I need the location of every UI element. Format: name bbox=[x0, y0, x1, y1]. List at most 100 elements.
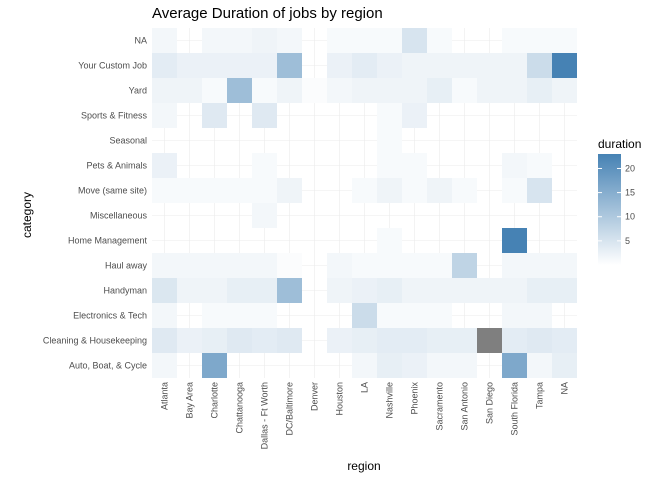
heatmap-cell bbox=[352, 78, 377, 103]
heatmap-cell bbox=[402, 78, 427, 103]
heatmap-cell bbox=[452, 78, 477, 103]
x-axis-title: region bbox=[347, 459, 380, 473]
heatmap-cell bbox=[227, 28, 252, 53]
heatmap-cell bbox=[252, 28, 277, 53]
heatmap-cell bbox=[202, 53, 227, 78]
heatmap-cell bbox=[527, 153, 552, 178]
heatmap-cell bbox=[527, 353, 552, 378]
heatmap-cell bbox=[552, 253, 577, 278]
heatmap-cell bbox=[177, 78, 202, 103]
heatmap-cell bbox=[352, 28, 377, 53]
heatmap-cell bbox=[252, 278, 277, 303]
heatmap-cell bbox=[552, 78, 577, 103]
heatmap-cell bbox=[152, 103, 177, 128]
y-tick-label: Cleaning & Housekeeping bbox=[43, 336, 147, 346]
heatmap-cell bbox=[252, 178, 277, 203]
heatmap-cell bbox=[427, 28, 452, 53]
heatmap-cell bbox=[152, 328, 177, 353]
heatmap-cell bbox=[502, 228, 527, 253]
color-legend: duration 5 10 15 20 bbox=[598, 137, 641, 265]
heatmap-cell bbox=[527, 78, 552, 103]
y-tick-label: Electronics & Tech bbox=[73, 311, 147, 321]
legend-tick-label: 10 bbox=[625, 212, 635, 222]
heatmap-cell bbox=[227, 53, 252, 78]
y-tick-label: Haul away bbox=[105, 261, 148, 271]
heatmap-cell bbox=[277, 53, 302, 78]
heatmap-cell bbox=[402, 253, 427, 278]
heatmap-cell bbox=[552, 328, 577, 353]
heatmap-cell bbox=[352, 328, 377, 353]
heatmap-cell bbox=[527, 28, 552, 53]
x-tick-label: San Diego bbox=[485, 382, 495, 424]
heatmap-cell bbox=[402, 153, 427, 178]
x-tick-label: Nashville bbox=[385, 382, 395, 419]
x-tick-label: Sacramento bbox=[435, 382, 445, 431]
heatmap-cell bbox=[427, 178, 452, 203]
heatmap-cell bbox=[152, 303, 177, 328]
heatmap-cell bbox=[152, 53, 177, 78]
x-tick-label: Dallas - Ft Worth bbox=[260, 382, 270, 449]
heatmap-cell bbox=[402, 178, 427, 203]
heatmap-cell bbox=[377, 53, 402, 78]
x-tick-labels: Atlanta Bay Area Charlotte Chattanooga Dalla… bbox=[160, 382, 570, 450]
x-tick-label: Phoenix bbox=[410, 382, 420, 415]
heatmap-cell bbox=[252, 203, 277, 228]
legend-ticks: 5 10 15 20 bbox=[598, 163, 635, 246]
heatmap-cell bbox=[427, 303, 452, 328]
heatmap-cell bbox=[352, 253, 377, 278]
heatmap-cell bbox=[152, 253, 177, 278]
heatmap-cell bbox=[502, 78, 527, 103]
x-tick-label: Chattanooga bbox=[235, 382, 245, 434]
heatmap-cell bbox=[202, 328, 227, 353]
heatmap-cell bbox=[252, 303, 277, 328]
heatmap-cell bbox=[227, 78, 252, 103]
heatmap-cell bbox=[502, 253, 527, 278]
heatmap-cell bbox=[502, 328, 527, 353]
heatmap-cell bbox=[177, 253, 202, 278]
heatmap-cell bbox=[377, 153, 402, 178]
x-tick-label: Charlotte bbox=[210, 382, 220, 419]
heatmap-cell bbox=[527, 178, 552, 203]
heatmap-cell bbox=[352, 353, 377, 378]
heatmap-cell bbox=[477, 78, 502, 103]
heatmap-cell bbox=[202, 103, 227, 128]
heatmap-cell bbox=[227, 328, 252, 353]
heatmap-cell bbox=[152, 78, 177, 103]
heatmap-cell bbox=[427, 353, 452, 378]
heatmap-cell bbox=[177, 53, 202, 78]
heatmap-cell bbox=[152, 28, 177, 53]
heatmap-cell bbox=[452, 53, 477, 78]
heatmap-cell bbox=[452, 328, 477, 353]
heatmap-cell bbox=[227, 178, 252, 203]
heatmap-cell bbox=[427, 278, 452, 303]
heatmap-cell bbox=[502, 303, 527, 328]
heatmap-cell bbox=[277, 28, 302, 53]
legend-tick-label: 15 bbox=[625, 188, 635, 198]
heatmap-cell bbox=[377, 78, 402, 103]
heatmap-cell bbox=[252, 103, 277, 128]
heatmap-cell bbox=[527, 278, 552, 303]
x-tick-label: NA bbox=[560, 382, 570, 395]
heatmap-cell bbox=[452, 178, 477, 203]
heatmap-cell bbox=[377, 253, 402, 278]
x-tick-label: Bay Area bbox=[185, 382, 195, 419]
heatmap-cells bbox=[152, 28, 577, 378]
heatmap-cell bbox=[277, 278, 302, 303]
y-tick-label: Pets & Animals bbox=[86, 161, 147, 171]
x-tick-label: Denver bbox=[310, 382, 320, 411]
heatmap-cell bbox=[352, 278, 377, 303]
heatmap-cell bbox=[177, 278, 202, 303]
y-tick-label: Home Management bbox=[68, 236, 148, 246]
heatmap-cell bbox=[177, 178, 202, 203]
heatmap-cell bbox=[377, 328, 402, 353]
heatmap-cell bbox=[427, 253, 452, 278]
heatmap-cell bbox=[202, 253, 227, 278]
heatmap-cell bbox=[527, 53, 552, 78]
heatmap-cell bbox=[502, 53, 527, 78]
chart-title: Average Duration of jobs by region bbox=[152, 5, 383, 22]
heatmap-cell bbox=[352, 53, 377, 78]
heatmap-cell bbox=[352, 303, 377, 328]
legend-title: duration bbox=[598, 137, 641, 151]
heatmap-cell bbox=[402, 53, 427, 78]
heatmap-cell bbox=[252, 78, 277, 103]
